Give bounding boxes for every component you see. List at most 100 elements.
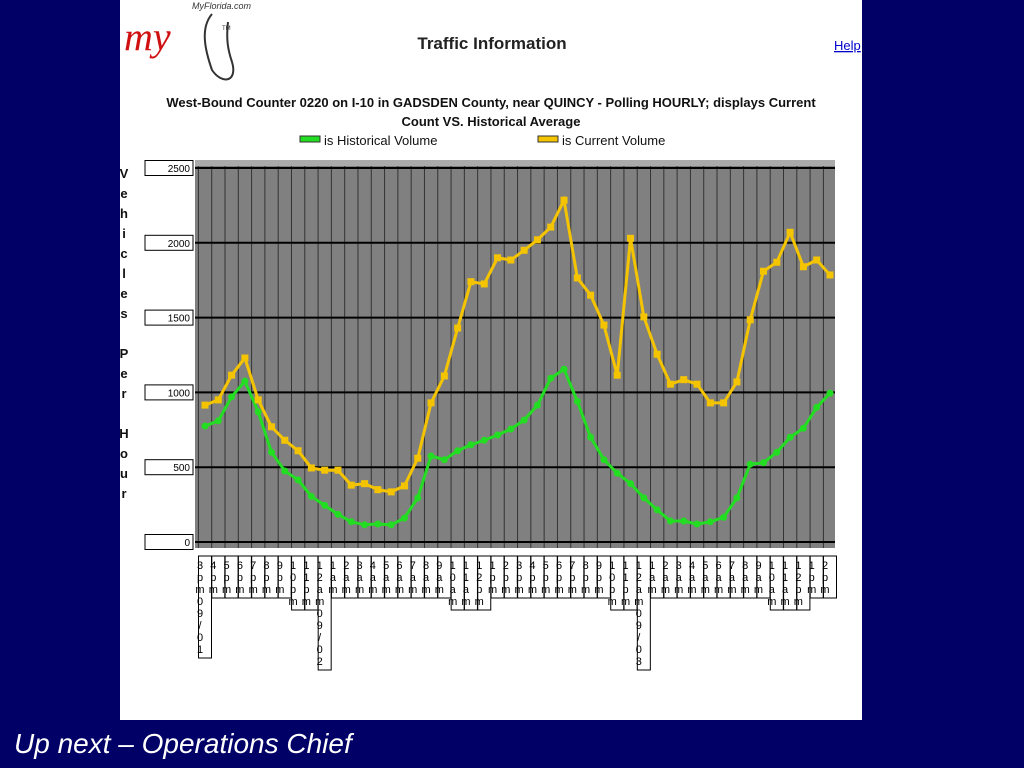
x-tick-label: 3pm09/01	[194, 560, 206, 656]
help-link[interactable]: Help	[834, 38, 861, 53]
x-tick-label: 9pm	[274, 560, 286, 596]
point	[560, 196, 568, 204]
point	[706, 399, 714, 407]
x-tick-label: 7am	[726, 560, 738, 596]
x-tick-label: 6am	[713, 560, 725, 596]
point	[600, 321, 608, 329]
point	[826, 389, 834, 397]
point	[467, 278, 475, 286]
x-tick-label: 12pm	[473, 560, 485, 608]
point	[427, 399, 435, 407]
point	[400, 514, 408, 522]
point	[440, 456, 448, 464]
y-tick-box	[144, 534, 194, 550]
point	[414, 454, 422, 462]
point	[533, 236, 541, 244]
point	[706, 518, 714, 526]
point	[746, 316, 754, 324]
point	[480, 280, 488, 288]
point	[720, 513, 728, 521]
point	[547, 223, 555, 231]
point	[799, 263, 807, 271]
point	[347, 518, 355, 526]
point	[334, 510, 342, 518]
point	[307, 464, 315, 472]
x-tick-box	[636, 555, 651, 671]
point	[321, 501, 329, 509]
point	[613, 469, 621, 477]
x-tick-label: 8pm	[260, 560, 272, 596]
page-title: Traffic Information	[417, 34, 566, 53]
point	[228, 393, 236, 401]
point	[520, 246, 528, 254]
point	[214, 417, 222, 425]
point	[666, 517, 674, 525]
point	[613, 371, 621, 379]
point	[760, 267, 768, 275]
point	[666, 380, 674, 388]
point	[241, 354, 249, 362]
point	[600, 456, 608, 464]
x-tick-box	[198, 555, 212, 659]
logo-site: MyFlorida.com	[192, 1, 252, 11]
plot-top-band	[195, 160, 835, 166]
y-tick-box	[144, 234, 194, 251]
x-tick-label: 1am	[327, 560, 339, 596]
x-tick-label: 4am	[686, 560, 698, 596]
point	[826, 271, 834, 279]
y-tick-label: 1500	[168, 314, 191, 325]
point	[733, 378, 741, 386]
point	[454, 324, 462, 332]
point	[547, 374, 555, 382]
x-tick-label: 9pm	[593, 560, 605, 596]
point	[374, 520, 382, 528]
x-tick-label: 7pm	[247, 560, 259, 596]
legend-swatch	[299, 135, 321, 143]
point	[746, 460, 754, 468]
x-tick-label: 11pm	[300, 560, 312, 608]
point	[773, 258, 781, 266]
point	[573, 274, 581, 282]
point	[454, 447, 462, 455]
x-tick-box	[317, 555, 332, 671]
x-tick-label: 7pm	[566, 560, 578, 596]
x-tick-label: 2pm	[500, 560, 512, 596]
y-tick-label: 2000	[168, 239, 191, 250]
x-tick-label: 4pm	[207, 560, 219, 596]
point	[214, 396, 222, 404]
point	[587, 291, 595, 299]
logo-mark: my	[124, 14, 171, 59]
x-tick-label: 3am	[354, 560, 366, 596]
point	[680, 376, 688, 384]
y-tick-box	[144, 160, 194, 176]
point	[507, 256, 515, 264]
point	[387, 488, 395, 496]
x-tick-label: 8pm	[580, 560, 592, 596]
legend-label: is Current Volume	[562, 133, 665, 148]
y-tick-box	[144, 459, 194, 476]
y-tick-box	[144, 309, 194, 326]
point	[201, 422, 209, 430]
point	[228, 371, 236, 379]
x-tick-label: 10am	[766, 560, 778, 608]
point	[480, 436, 488, 444]
point	[334, 466, 342, 474]
point	[813, 256, 821, 264]
x-tick-label: 6am	[393, 560, 405, 596]
point	[560, 365, 568, 373]
point	[680, 517, 688, 525]
point	[786, 228, 794, 236]
point	[799, 424, 807, 432]
x-tick-label: 5am	[699, 560, 711, 596]
legend-swatch	[537, 135, 559, 143]
x-tick-label: 12pm	[792, 560, 804, 608]
point	[400, 482, 408, 490]
point	[414, 494, 422, 502]
x-tick-label: 1pm	[487, 560, 499, 596]
logo-shape	[203, 13, 235, 81]
point	[773, 448, 781, 456]
point	[494, 431, 502, 439]
x-tick-label: 2am	[659, 560, 671, 596]
x-tick-label: 7am	[407, 560, 419, 596]
y-axis-label: Vehicles Per Hour	[117, 166, 132, 506]
